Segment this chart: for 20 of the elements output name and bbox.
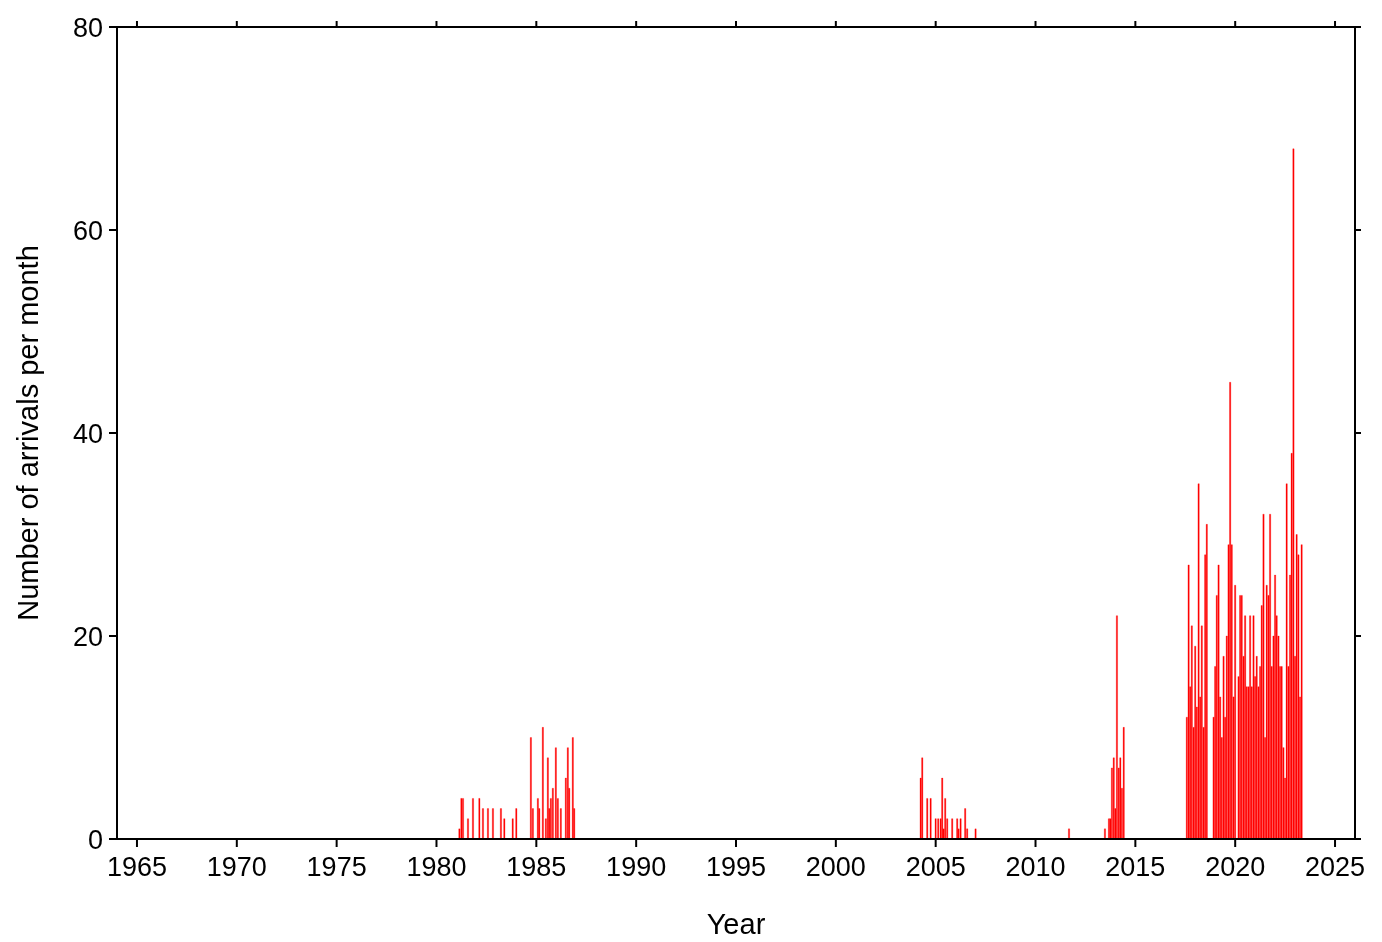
y-tick-label: 20	[72, 621, 103, 652]
x-tick-label: 2005	[905, 852, 966, 883]
y-tick-label: 0	[87, 824, 103, 855]
x-tick-label: 1970	[206, 852, 267, 883]
y-tick-label: 60	[72, 215, 103, 246]
x-tick-label: 2020	[1205, 852, 1266, 883]
x-tick-label: 1995	[705, 852, 767, 883]
x-tick-label: 2025	[1304, 852, 1366, 883]
y-tick-label: 80	[72, 12, 103, 43]
x-axis-title: Year	[706, 908, 766, 940]
y-axis-title: Number of arrivals per month	[12, 245, 45, 621]
x-tick-label: 1985	[506, 852, 567, 883]
x-tick-label: 1965	[106, 852, 168, 883]
x-tick-label: 1990	[606, 852, 667, 883]
x-tick-label: 2010	[1005, 852, 1066, 883]
x-tick-label: 1980	[406, 852, 467, 883]
x-tick-label: 1975	[306, 852, 367, 883]
x-tick-label: 2015	[1105, 852, 1166, 883]
y-tick-label: 40	[72, 418, 103, 449]
x-tick-label: 2000	[805, 852, 866, 883]
